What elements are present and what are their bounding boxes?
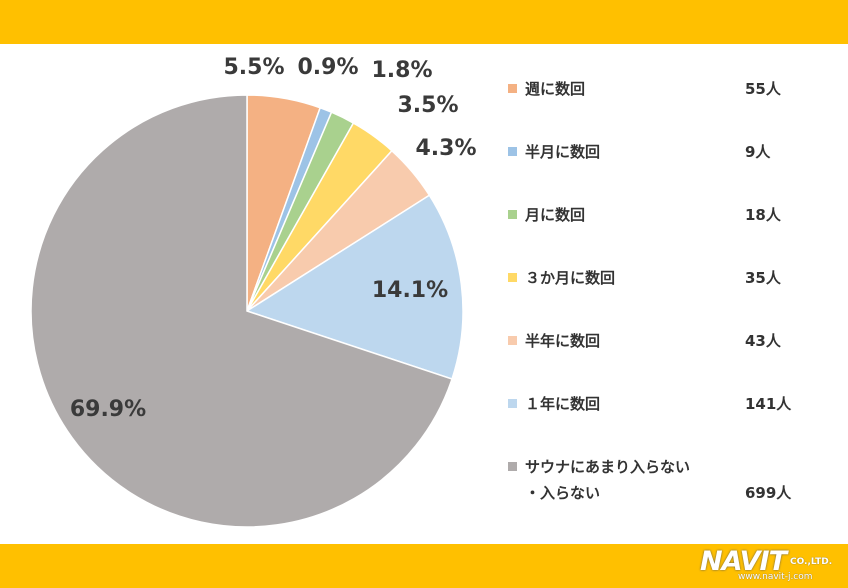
legend-label: 月に数回 xyxy=(525,206,586,224)
legend-label: 半月に数回 xyxy=(525,143,601,161)
top-banner xyxy=(0,0,848,44)
legend-label: １年に数回 xyxy=(525,395,601,413)
pie-data-label: 1.8% xyxy=(371,58,432,83)
pie-data-label: 0.9% xyxy=(297,55,358,80)
pie-chart: 5.5% 0.9% 1.8% 3.5% 4.3% 14.1% 69.9% xyxy=(30,55,477,528)
legend-label: サウナにあまり入らない xyxy=(525,458,691,476)
pie-data-label: 69.9% xyxy=(70,397,146,422)
legend-count: 141人 xyxy=(745,395,792,413)
legend-count: 699人 xyxy=(745,484,792,502)
legend-count: 18人 xyxy=(745,206,781,224)
logo-company: CO.,LTD. xyxy=(790,557,833,567)
legend-swatch xyxy=(508,273,517,282)
legend-swatch xyxy=(508,210,517,219)
pie-slice xyxy=(30,94,453,528)
pie-data-label: 3.5% xyxy=(397,93,458,118)
pie-data-label: 5.5% xyxy=(223,55,284,80)
pie-slice xyxy=(245,194,464,380)
pie-data-label: 4.3% xyxy=(415,136,476,161)
legend-label: ３か月に数回 xyxy=(525,269,616,287)
legend-label-line2: ・入らない xyxy=(525,484,601,502)
logo-url: www.navit-j.com xyxy=(738,572,813,582)
legend-count: 9人 xyxy=(745,143,771,161)
legend-count: 43人 xyxy=(745,332,781,350)
pie-data-label: 14.1% xyxy=(372,278,448,303)
legend-count: 35人 xyxy=(745,269,781,287)
legend-swatch xyxy=(508,84,517,93)
logo-name: NAVIT xyxy=(700,546,787,577)
legend-count: 55人 xyxy=(745,80,781,98)
navit-logo: NAVIT CO.,LTD. www.navit-j.com xyxy=(700,546,840,586)
legend-label: 半年に数回 xyxy=(525,332,601,350)
legend-item-rarely: サウナにあまり入らない ・入らない 699人 xyxy=(508,456,828,512)
legend-swatch xyxy=(508,336,517,345)
legend-swatch xyxy=(508,147,517,156)
bottom-banner xyxy=(0,544,848,588)
legend-swatch xyxy=(508,462,517,471)
legend-label: 週に数回 xyxy=(525,80,586,98)
legend-swatch xyxy=(508,399,517,408)
